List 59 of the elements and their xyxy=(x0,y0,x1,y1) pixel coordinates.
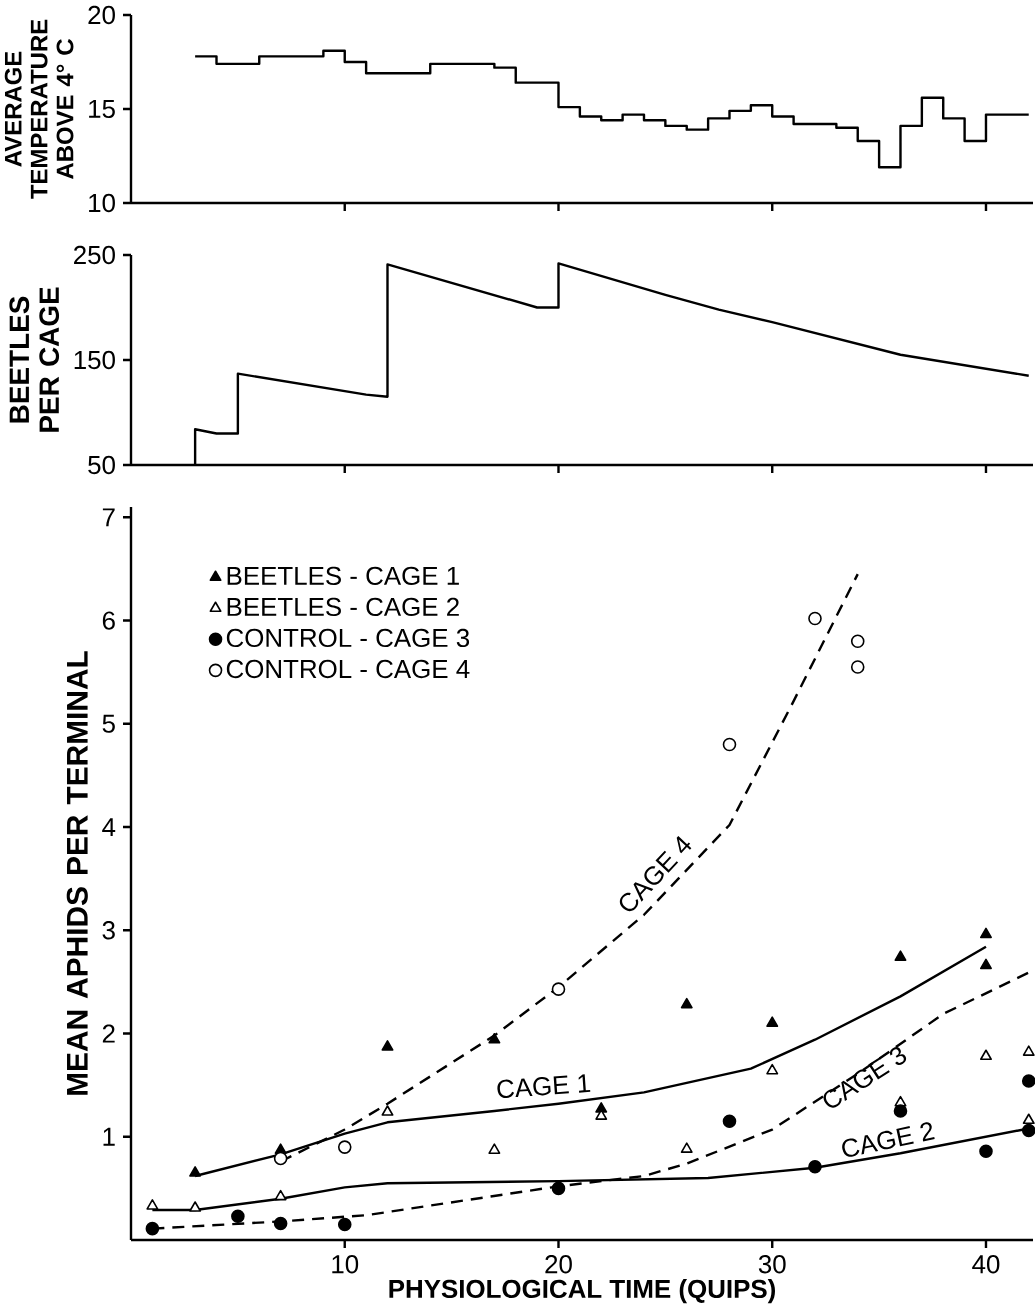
point xyxy=(722,737,737,752)
point xyxy=(337,1140,352,1154)
y-tick-label: 10 xyxy=(89,193,115,213)
point xyxy=(979,1049,992,1061)
x-axis-title: PHYSIOLOGICAL TIME (QUIPS) xyxy=(389,1279,776,1304)
point xyxy=(979,1144,993,1159)
y-tick-label: 15 xyxy=(89,99,115,119)
point xyxy=(337,1217,352,1232)
annotation: CAGE 2 xyxy=(842,1122,935,1157)
y-tick-label: 20 xyxy=(88,5,115,25)
annotation: CAGE 1 xyxy=(497,1074,591,1098)
point xyxy=(979,958,992,970)
legend-label: BEETLES - CAGE 2 xyxy=(227,597,459,617)
x-tick-label: 10 xyxy=(332,1255,359,1274)
y-tick-label: 50 xyxy=(88,455,115,475)
y-tick-label: 2 xyxy=(102,1024,115,1043)
point xyxy=(274,1189,287,1201)
y-tick-label: 150 xyxy=(74,350,115,370)
point xyxy=(680,997,693,1009)
point xyxy=(680,1142,693,1153)
point xyxy=(189,1201,202,1212)
legend-label: CONTROL - CAGE 3 xyxy=(226,628,470,648)
y-tick-label: 7 xyxy=(102,508,115,527)
y-tick-label: 6 xyxy=(102,611,115,630)
x-tick-label: 40 xyxy=(972,1255,1000,1274)
y-tick-label: 5 xyxy=(102,714,115,733)
point xyxy=(850,660,865,674)
point xyxy=(893,1104,908,1118)
point xyxy=(850,634,865,649)
point xyxy=(808,1159,822,1174)
point xyxy=(808,611,822,626)
y-tick-label: 250 xyxy=(74,245,115,265)
legend-label: BEETLES - CAGE 1 xyxy=(227,566,459,586)
point xyxy=(381,1105,394,1116)
point xyxy=(488,1032,501,1044)
point xyxy=(381,1040,394,1051)
y-tick-label: 3 xyxy=(102,921,115,940)
point xyxy=(488,1143,501,1154)
y-axis-title: MEAN APHIDS PER TERMINAL xyxy=(66,651,88,1095)
point xyxy=(766,1016,779,1027)
point xyxy=(146,1199,159,1210)
point xyxy=(273,1151,288,1166)
point xyxy=(189,1166,202,1177)
point xyxy=(551,1181,566,1196)
y-tick-label: 1 xyxy=(103,1127,115,1146)
legend-label: CONTROL - CAGE 4 xyxy=(226,659,470,679)
point xyxy=(722,1114,737,1129)
point xyxy=(551,982,566,996)
x-tick-label: 30 xyxy=(758,1255,786,1274)
point xyxy=(766,1063,779,1075)
point xyxy=(979,927,992,939)
y-axis-title: AVERAGE TEMPERATURE ABOVE 4° C xyxy=(4,19,74,199)
point xyxy=(273,1216,288,1231)
point xyxy=(231,1209,245,1224)
point xyxy=(894,950,907,961)
x-tick-label: 20 xyxy=(545,1255,572,1274)
point xyxy=(145,1221,160,1236)
y-tick-label: 4 xyxy=(102,818,116,836)
y-axis-title: BEETLES PER CAGE xyxy=(9,287,60,432)
